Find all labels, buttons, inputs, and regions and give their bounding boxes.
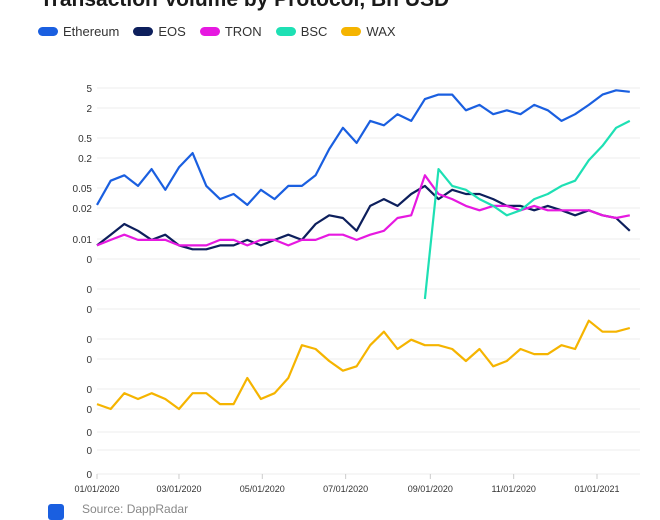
x-tick-label: 01/01/2021 (574, 484, 619, 494)
legend: Ethereum EOS TRON BSC WAX (38, 24, 396, 39)
legend-label: BSC (300, 24, 328, 39)
legend-label: EOS (158, 24, 186, 39)
series-line-tron (96, 174, 631, 247)
x-tick-label: 11/01/2020 (491, 484, 535, 494)
series-line-ethereum (96, 89, 630, 206)
legend-swatch (341, 27, 362, 36)
y-tick-label: 5 (86, 84, 92, 95)
x-tick-label: 07/01/2020 (323, 484, 368, 494)
y-tick-label: 0 (86, 446, 92, 457)
y-tick-label: 0.05 (73, 184, 93, 195)
x-tick-label: 03/01/2020 (156, 484, 201, 494)
legend-swatch (133, 27, 154, 36)
series-line-bsc (423, 119, 631, 300)
logo-icon (48, 504, 64, 520)
y-tick-label: 0.5 (78, 134, 92, 145)
legend-item-tron[interactable]: TRON (199, 24, 262, 39)
legend-label: Ethereum (63, 24, 120, 39)
y-tick-label: 0.01 (73, 235, 93, 246)
y-tick-label: 2 (86, 104, 92, 115)
series-line-eos (96, 184, 631, 251)
legend-swatch (275, 27, 296, 36)
y-tick-label: 0 (86, 335, 92, 346)
y-tick-label: 0 (86, 305, 92, 316)
y-tick-label: 0.2 (78, 154, 92, 165)
x-tick-label: 05/01/2020 (240, 484, 285, 494)
y-tick-label: 0 (86, 285, 92, 296)
y-tick-label: 0 (86, 385, 92, 396)
legend-swatch (38, 27, 58, 36)
legend-label: TRON (224, 24, 262, 39)
y-tick-label: 0.02 (73, 204, 93, 215)
chart-title: Transaction Volume by Protocol, Bn USD (40, 0, 449, 12)
legend-swatch (199, 27, 220, 36)
x-tick-label: 09/01/2020 (408, 484, 453, 494)
legend-item-ethereum[interactable]: Ethereum (38, 24, 119, 39)
legend-label: WAX (366, 24, 396, 39)
legend-item-bsc[interactable]: BSC (275, 24, 328, 39)
y-tick-label: 0 (86, 355, 92, 366)
series-line-wax (96, 319, 631, 411)
y-tick-label: 0 (86, 405, 92, 416)
legend-item-wax[interactable]: WAX (341, 24, 396, 39)
y-tick-label: 0 (86, 428, 92, 439)
x-tick-label: 01/01/2020 (74, 484, 119, 494)
y-tick-label: 0 (86, 470, 92, 481)
y-tick-label: 0 (86, 255, 92, 266)
source-text: Source: DappRadar (82, 502, 189, 516)
line-chart: 5 2 0.5 0.2 0.05 0.02 0.01 0 0 0 0 0 0 0 0 0 0 01/01/2020… (73, 84, 640, 494)
legend-item-eos[interactable]: EOS (133, 24, 186, 39)
